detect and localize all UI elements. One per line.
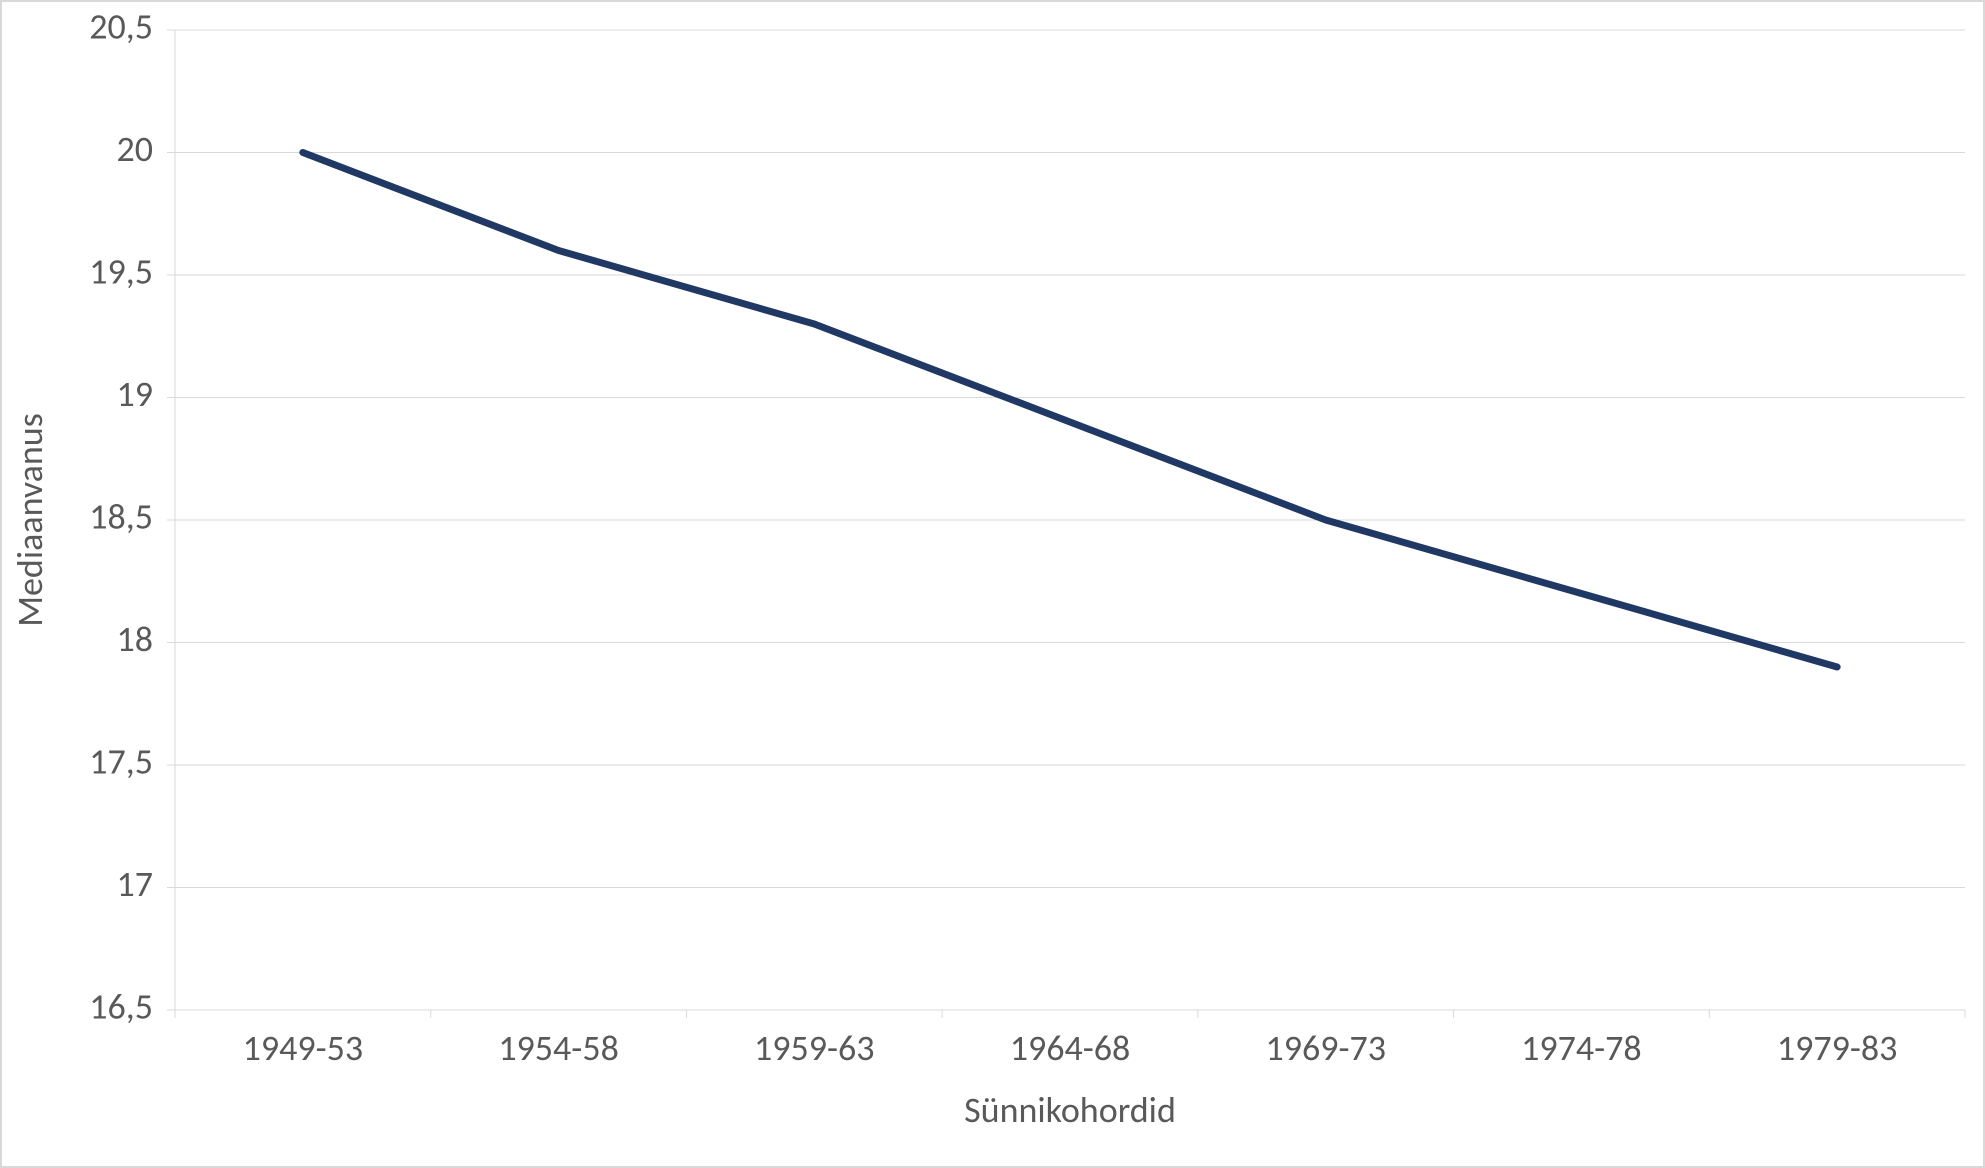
y-tick-label: 18,5 bbox=[89, 495, 153, 539]
x-tick-label: 1974-78 bbox=[1521, 1026, 1642, 1070]
y-tick-label: 18 bbox=[117, 617, 154, 661]
x-tick-label: 1969-73 bbox=[1265, 1026, 1386, 1070]
x-tick-label: 1954-58 bbox=[498, 1026, 619, 1070]
y-tick-label: 20,5 bbox=[89, 5, 153, 49]
y-tick-label: 16,5 bbox=[89, 985, 153, 1029]
x-tick-label: 1959-63 bbox=[754, 1026, 875, 1070]
y-tick-label: 19 bbox=[117, 372, 154, 416]
x-axis-title: Sünnikohordid bbox=[964, 1088, 1176, 1132]
x-tick-label: 1979-83 bbox=[1777, 1026, 1898, 1070]
x-tick-label: 1964-68 bbox=[1010, 1026, 1131, 1070]
line-chart: 16,5 17 17,5 18 18,5 19 19,5 20 20,5 1949-53 1954-… bbox=[0, 0, 1985, 1168]
y-axis-title: Mediaanvanus bbox=[8, 413, 52, 627]
y-tick-label: 20 bbox=[117, 127, 154, 171]
y-tick-label: 19,5 bbox=[89, 250, 153, 294]
x-tick-label: 1949-53 bbox=[243, 1026, 364, 1070]
chart-frame: 16,5 17 17,5 18 18,5 19 19,5 20 20,5 1949-53 1954-… bbox=[0, 0, 1985, 1168]
y-tick-label: 17 bbox=[117, 862, 154, 906]
y-tick-label: 17,5 bbox=[89, 740, 153, 784]
